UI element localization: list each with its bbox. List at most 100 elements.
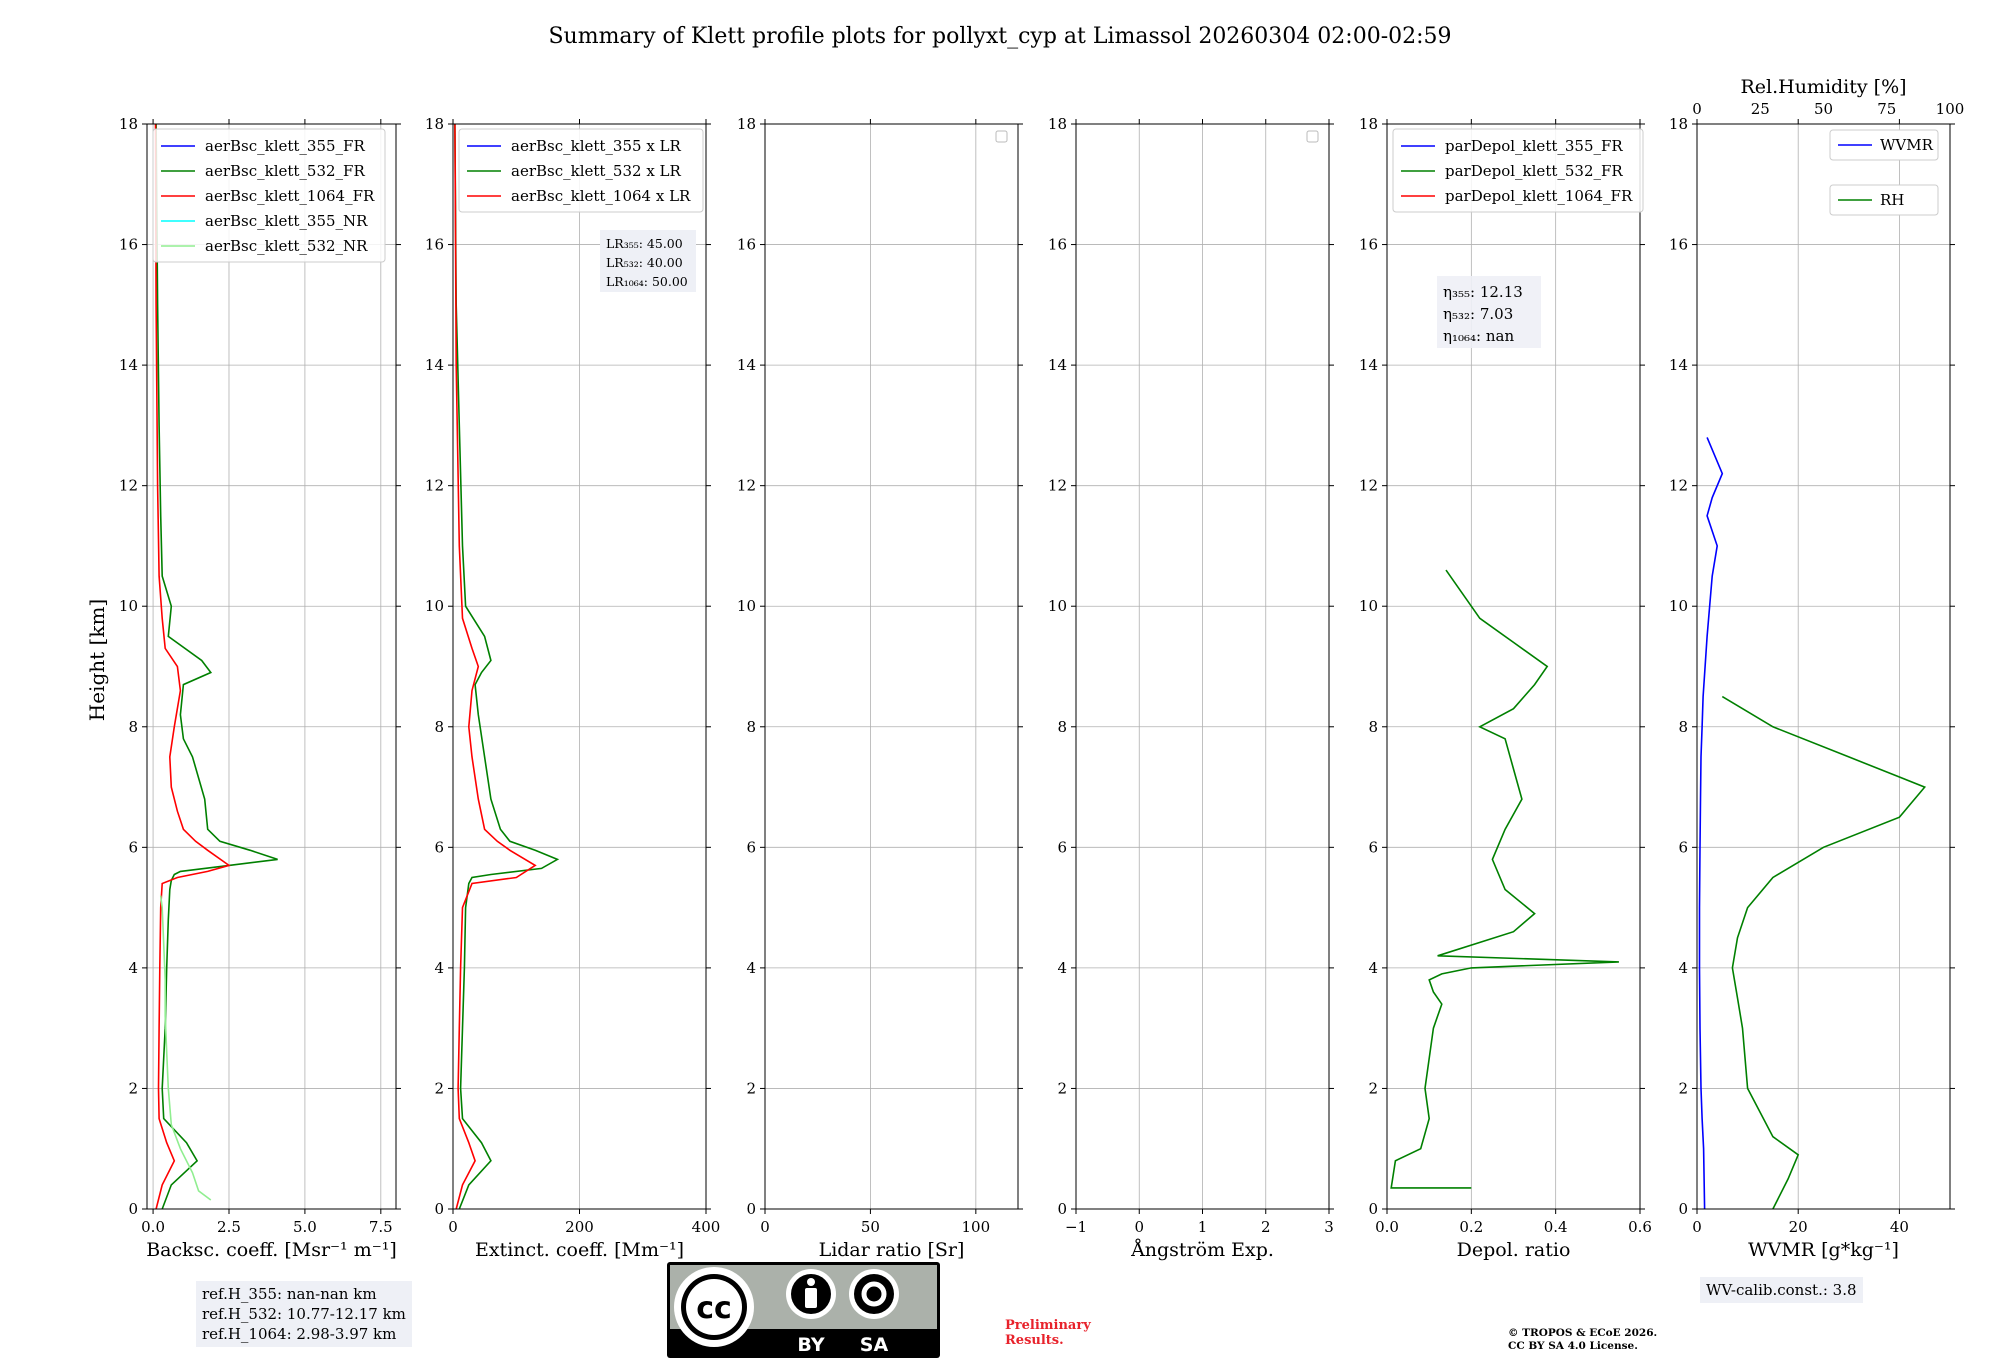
ref-height-355: ref.H_355: nan-nan km [202,1285,377,1303]
y-tick-label: 4 [1678,959,1688,977]
y-tick-label: 0 [1678,1200,1688,1218]
svg-text:RH: RH [1880,191,1904,209]
plot-frame [146,123,397,1210]
y-tick-label: 2 [434,1079,444,1097]
plot-frame [1696,123,1951,1210]
y-tick-label: 10 [1669,597,1688,615]
y-tick-label: 14 [1669,356,1688,374]
y-tick-label: 16 [119,236,138,254]
legend-label: aerBsc_klett_1064 x LR [511,187,691,205]
y-axis-label: Height [km] [85,599,109,721]
series-group [154,123,278,1210]
x-axis-label: Extinct. coeff. [Mm⁻¹] [475,1239,684,1261]
legend-label: parDepol_klett_355_FR [1445,137,1623,155]
x-tick-label: 400 [692,1218,721,1236]
x-tick-label: 0.4 [1544,1218,1568,1236]
y-tick-label: 12 [737,477,756,495]
y-tick-label: 10 [119,597,138,615]
y-tick-label: 8 [1678,718,1688,736]
y-tick-label: 2 [746,1079,756,1097]
y-tick-label: 6 [1678,838,1688,856]
eta-value: η₃₅₅: 12.13 [1443,283,1523,301]
x-tick-label: 0.6 [1628,1218,1652,1236]
legend-label: aerBsc_klett_532_FR [205,162,365,180]
y-tick-label: 16 [1669,236,1688,254]
series-line-aerBsc_klett_532_NR [159,895,212,1201]
lidar-ratio-value: LR₅₃₂: 40.00 [606,255,683,270]
series-group [1698,437,1927,1210]
y-tick-label: 14 [119,356,138,374]
y-tick-label: 12 [119,477,138,495]
y-tick-label: 4 [434,959,444,977]
x-tick-label: 0 [1692,1218,1702,1236]
y-tick-label: 16 [1359,236,1378,254]
y-tick-label: 8 [128,718,138,736]
plot-frame [764,123,1019,1210]
x-axis-label: Backsc. coeff. [Msr⁻¹ m⁻¹] [146,1239,397,1261]
panel-extinction: 0 2 4 6 8 10 12 14 16 18 0 200 400 Extinct. coeff. [M… [425,115,720,1261]
eta-value: η₅₃₂: 7.03 [1443,305,1513,323]
by-label: BY [797,1334,824,1356]
y-tick-label: 12 [1359,477,1378,495]
legend: aerBsc_klett_355 x LR aerBsc_klett_532 x … [458,128,704,213]
legend-label: parDepol_klett_1064_FR [1445,187,1633,205]
x-axis-label: Ångström Exp. [1130,1239,1274,1261]
x-tick-label: 2 [1261,1218,1271,1236]
x-tick-label: 0.2 [1459,1218,1483,1236]
legend: aerBsc_klett_355_FR aerBsc_klett_532_FRae… [152,128,386,263]
x-tick-label: 1 [1198,1218,1208,1236]
series-line-aerBsc_klett_532 x LR [454,123,560,1210]
preliminary-results-note: Preliminary Results. [1005,1318,1091,1348]
y-tick-label: 6 [1368,838,1378,856]
panel-lidar_ratio: 0 2 4 6 8 10 12 14 16 18 0 50 100 Lidar ratio [Sr] [737,115,1023,1261]
legend-label: aerBsc_klett_532 x LR [511,162,682,180]
reference-height-box: ref.H_355: nan-nan km ref.H_532: 10.77-1… [196,1281,412,1347]
x-tick-label: 40 [1890,1218,1909,1236]
ref-height-1064: ref.H_1064: 2.98-3.97 km [202,1325,397,1343]
top-x-tick-label: 25 [1751,100,1770,118]
y-tick-label: 4 [128,959,138,977]
y-tick-label: 14 [1048,356,1067,374]
legend-label: aerBsc_klett_355 x LR [511,137,682,155]
svg-text:WVMR: WVMR [1880,136,1934,154]
y-tick-label: 18 [1669,115,1688,133]
legend-label: parDepol_klett_532_FR [1445,162,1623,180]
eta-value: η₁₀₆₄: nan [1443,327,1514,345]
sa-label: SA [860,1334,889,1356]
y-tick-label: 14 [425,356,444,374]
legend-label: aerBsc_klett_1064_FR [205,187,375,205]
copyright-note: © TROPOS & ECoE 2026. CC BY SA 4.0 Licen… [1508,1327,1658,1352]
legend-label: aerBsc_klett_355_FR [205,137,365,155]
lidar-ratio-box: LR₃₅₅: 45.00 LR₅₃₂: 40.00 LR₁₀₆₄: 50.00 [600,230,696,292]
top-x-tick-label: 100 [1936,100,1965,118]
y-tick-label: 2 [1057,1079,1067,1097]
y-tick-label: 0 [434,1200,444,1218]
y-tick-label: 0 [1368,1200,1378,1218]
y-tick-label: 8 [1057,718,1067,736]
x-tick-label: 200 [565,1218,594,1236]
x-tick-label: 0 [760,1218,770,1236]
y-tick-label: 4 [1057,959,1067,977]
panel-depol: 0 2 4 6 8 10 12 14 16 18 0.0 0.2 0.4 0.6 Depol. ratio p… [1359,115,1652,1261]
y-tick-label: 10 [425,597,444,615]
x-axis-label: WVMR [g*kg⁻¹] [1748,1239,1899,1261]
ref-height-532: ref.H_532: 10.77-12.17 km [202,1305,406,1323]
x-tick-label: 3 [1324,1218,1334,1236]
y-tick-label: 12 [425,477,444,495]
top-x-tick-label: 75 [1877,100,1896,118]
y-tick-label: 8 [746,718,756,736]
y-tick-label: 18 [119,115,138,133]
wv-calib-const: WV-calib.const.: 3.8 [1706,1281,1857,1299]
legend: parDepol_klett_355_FR parDepol_klett_532_… [1392,128,1644,213]
y-tick-label: 10 [737,597,756,615]
x-axis-label: Depol. ratio [1457,1239,1571,1261]
legend-label: aerBsc_klett_532_NR [205,237,368,255]
plot-frame [1386,123,1641,1210]
top-x-axis-label: Rel.Humidity [%] [1740,76,1906,98]
x-tick-label: 50 [861,1218,880,1236]
wv-calib-box: WV-calib.const.: 3.8 [1700,1277,1863,1303]
y-tick-label: 16 [737,236,756,254]
y-tick-label: 6 [434,838,444,856]
